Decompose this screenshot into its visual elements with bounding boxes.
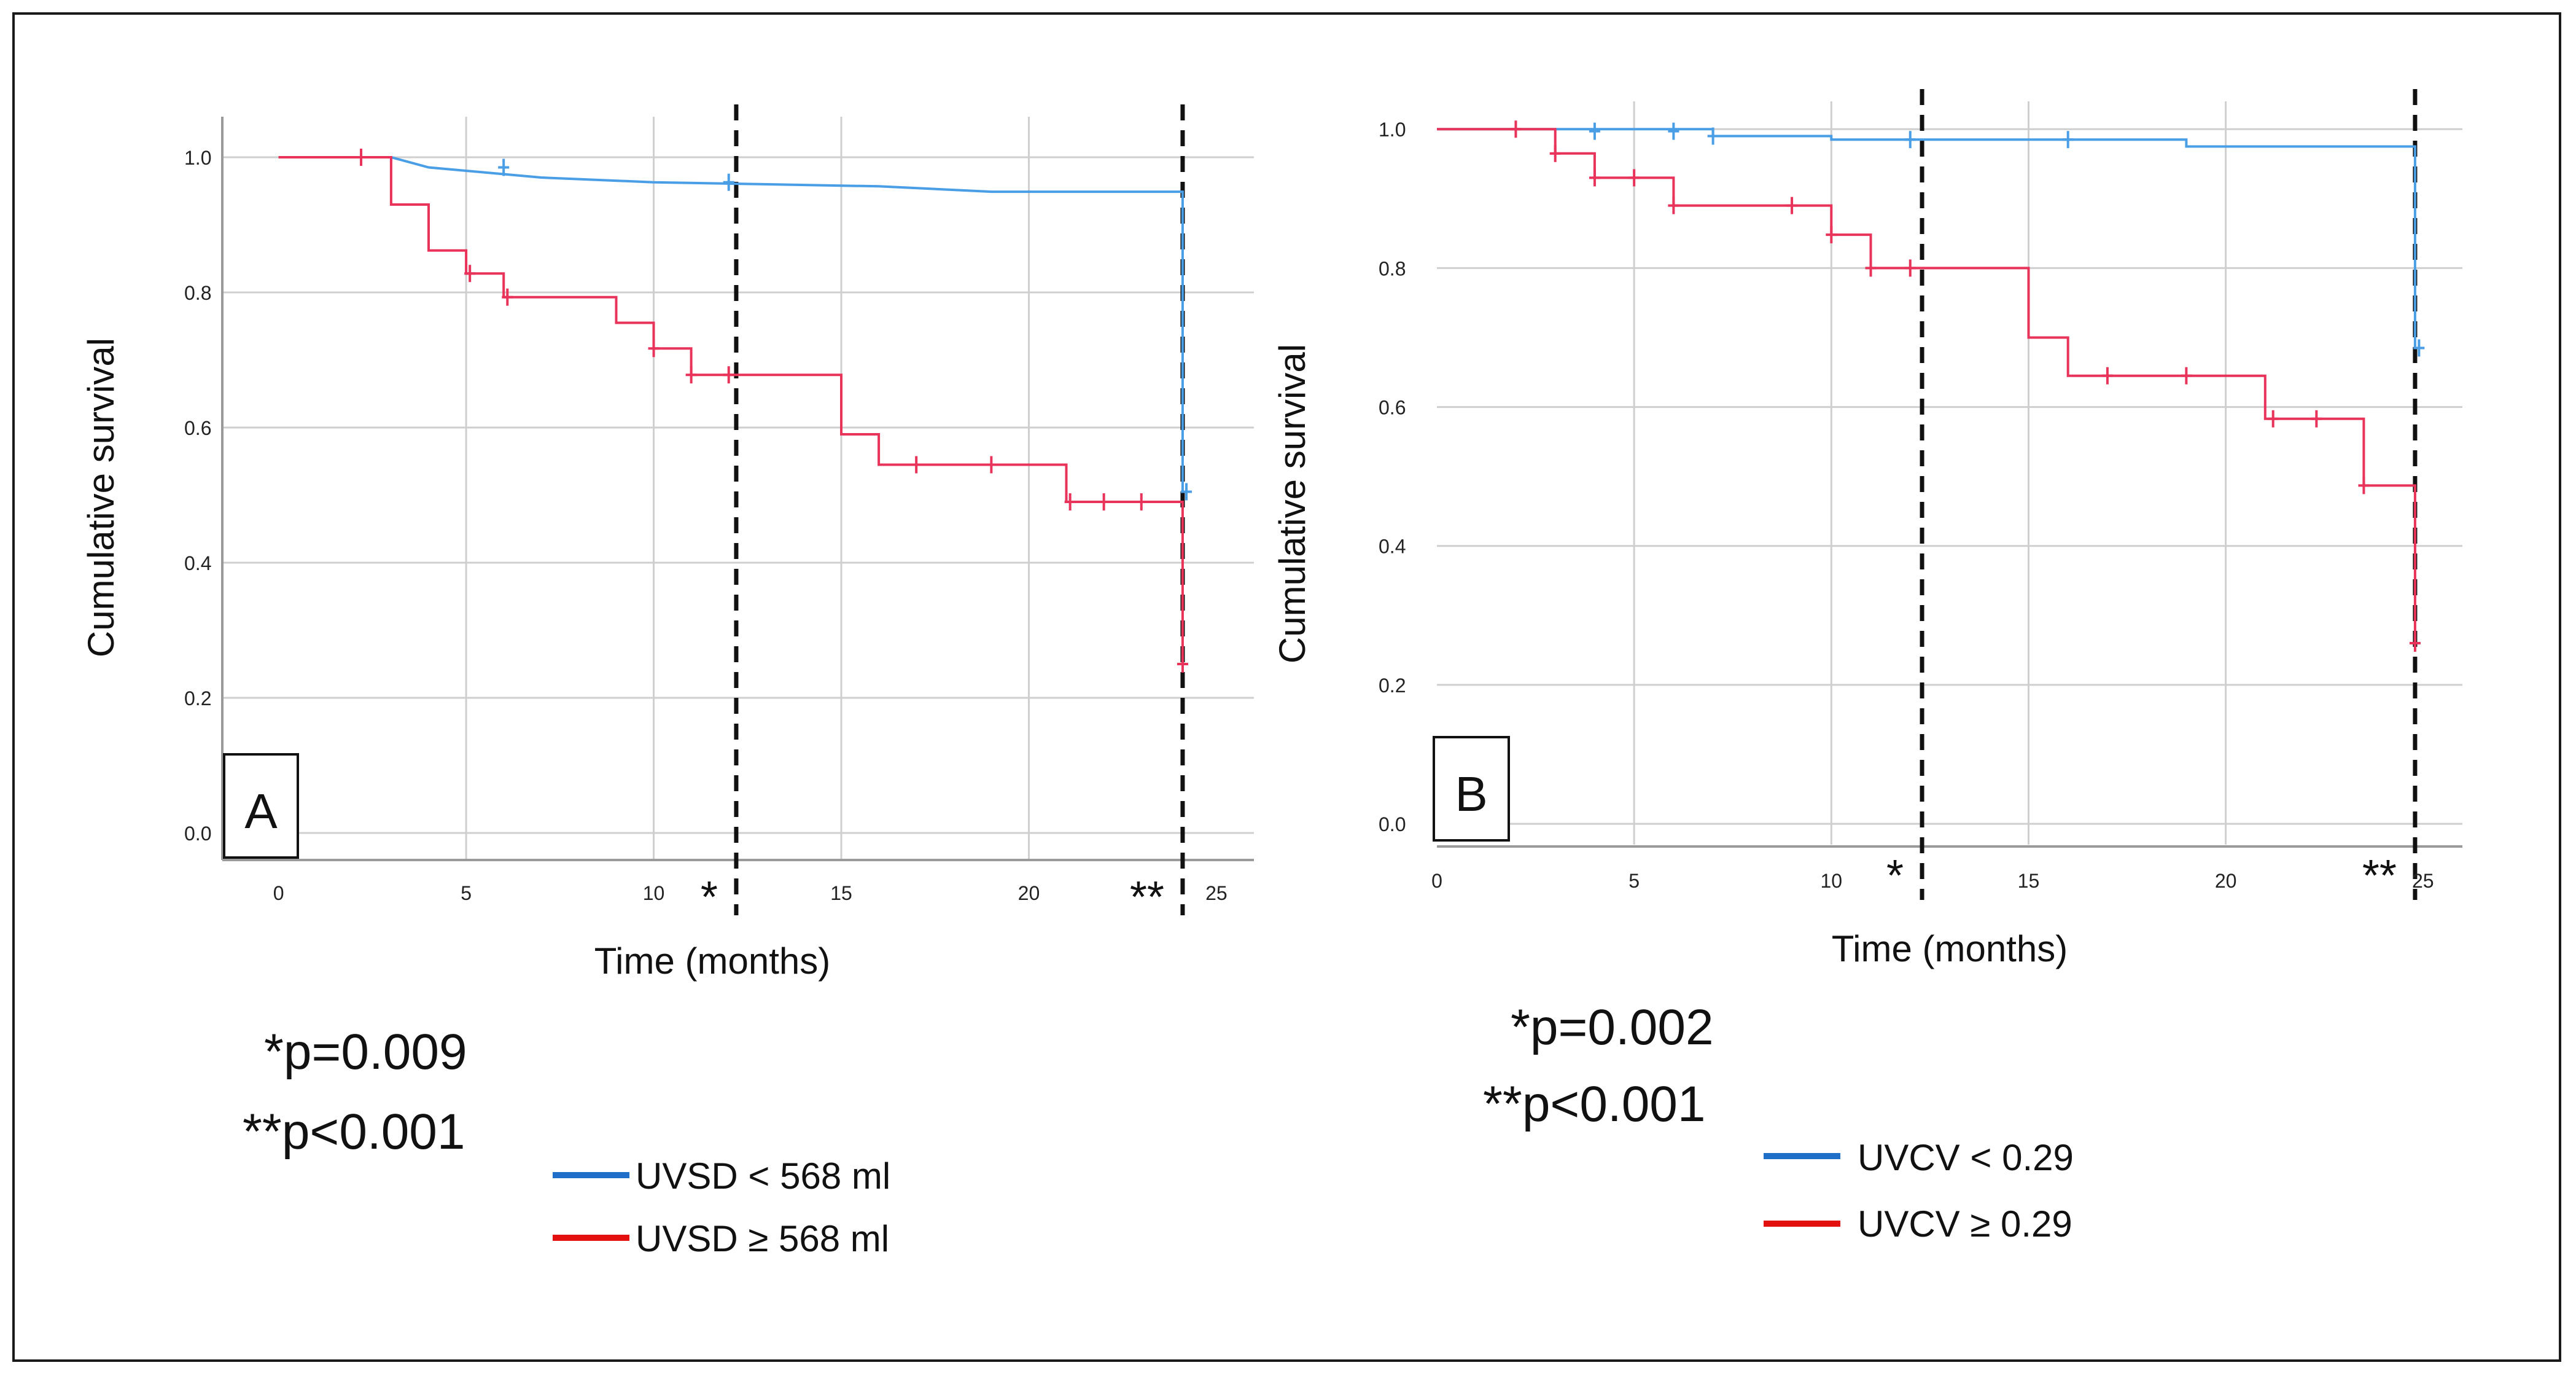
panel-b-ytick: 0.8 <box>1379 257 1406 280</box>
panel-a-xtick: 15 <box>830 882 852 904</box>
panel-a-pvalue-2: **p<0.001 <box>243 1104 465 1160</box>
panel-a-cutoffs: * ** <box>701 104 1185 922</box>
panel-a-xlabel: Time (months) <box>594 940 831 982</box>
panel-b-cutoff-star: * <box>1886 851 1904 901</box>
panel-a-xtick: 25 <box>1205 882 1228 904</box>
panel-b-xtick: 25 <box>2412 870 2434 892</box>
panel-a-xtick: 20 <box>1018 882 1040 904</box>
panel-a-legend-label-red: UVSD ≥ 568 ml <box>636 1218 889 1259</box>
panel-b-series <box>1437 120 2425 652</box>
panel-a-pvalue-1: *p=0.009 <box>264 1024 467 1080</box>
panel-a-xtick: 5 <box>461 882 472 904</box>
panel-b-ytick: 0.0 <box>1379 813 1406 835</box>
panel-a-ticks: 0.0 0.2 0.4 0.6 0.8 1.0 0 5 10 15 20 25 <box>184 147 1228 904</box>
panel-a-ytick: 0.0 <box>184 823 211 845</box>
panel-b-cutoffs: * ** <box>1886 89 2418 901</box>
panel-b-ytick: 0.6 <box>1379 397 1406 419</box>
panel-a-cutoff-star: ** <box>1130 873 1164 922</box>
panel-b-legend: UVCV < 0.29 UVCV ≥ 0.29 <box>1764 1137 2074 1245</box>
panel-a-legend-label-blue: UVSD < 568 ml <box>636 1155 890 1197</box>
panel-a-ytick: 1.0 <box>184 147 211 169</box>
panel-a-chart: * ** 0.00.20.40.60.81.00 5 10 15 20 25 Cumulat… <box>80 104 1254 1259</box>
panel-b-pvalue-1: *p=0.002 <box>1511 999 1714 1055</box>
panel-b-letter-box <box>1433 736 1510 842</box>
panel-a-letter-box <box>223 753 299 859</box>
panel-b-legend-label-blue: UVCV < 0.29 <box>1858 1137 2074 1178</box>
panel-a-series-0-line <box>278 156 1184 492</box>
panel-a-grid <box>221 117 1254 861</box>
panel-a-ylabel: Cumulative survival <box>80 338 122 657</box>
panel-a-ytick: 0.4 <box>184 552 211 574</box>
panel-b-xlabel: Time (months) <box>1832 928 2068 969</box>
panel-b-ticks: 0.0 0.2 0.4 0.6 0.8 1.0 0 5 10 15 20 25 <box>1379 119 2434 892</box>
panel-a-letter: A <box>244 784 278 838</box>
panel-b-xtick: 15 <box>2018 870 2040 892</box>
panel-a-ytick: 0.2 <box>184 687 211 710</box>
panel-b-letter: B <box>1455 767 1487 821</box>
panel-a-ytick: 0.8 <box>184 282 211 304</box>
panel-b-ytick: 1.0 <box>1379 119 1406 141</box>
panel-b-cutoff-star: ** <box>2362 851 2397 901</box>
panel-b-ytick: 0.2 <box>1379 674 1406 697</box>
panel-a-series-1-line <box>278 156 1184 664</box>
panel-a-xtick: 10 <box>643 882 665 904</box>
panel-b-legend-label-red: UVCV ≥ 0.29 <box>1858 1203 2072 1245</box>
panel-b-xtick: 0 <box>1431 870 1442 892</box>
panel-b-ytick: 0.4 <box>1379 536 1406 558</box>
panel-b-pvalue-2: **p<0.001 <box>1483 1076 1706 1132</box>
panel-b-series-0-line <box>1437 128 2416 348</box>
panel-b-xtick: 5 <box>1628 870 1640 892</box>
panel-b-xtick: 20 <box>2215 870 2237 892</box>
panel-b-ylabel: Cumulative survival <box>1272 344 1313 663</box>
panel-b-chart: * ** 0.00.20.40.60.81.00 5 10 15 20 25 Cumulat… <box>1272 89 2462 1245</box>
panel-a-legend: UVSD < 568 ml UVSD ≥ 568 ml <box>553 1155 890 1259</box>
figure-frame <box>12 12 2561 1362</box>
panel-b-series-1-line <box>1437 128 2416 644</box>
panel-a-xtick: 0 <box>273 882 284 904</box>
panel-a-cutoff-star: * <box>701 873 718 922</box>
panel-b-grid <box>1437 101 2462 848</box>
panel-a-series <box>278 149 1193 673</box>
panel-a-ytick: 0.6 <box>184 417 211 439</box>
panel-b-xtick: 10 <box>1821 870 1843 892</box>
